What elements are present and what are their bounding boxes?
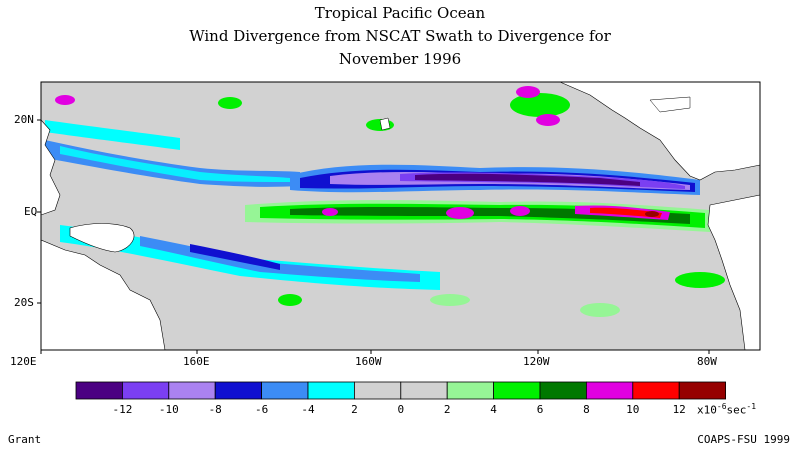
colorbar-swatch <box>214 381 262 400</box>
colorbar-swatch <box>122 381 170 400</box>
lat-label-20s: 20S <box>14 296 34 309</box>
map-title-line-3: November 1996 <box>338 50 462 68</box>
lon-label-120w: 120W <box>523 355 550 368</box>
colorbar-label: -6 <box>254 403 269 416</box>
colorbar-swatch <box>586 381 634 400</box>
colorbar-label: 2 <box>351 403 358 416</box>
colorbar <box>75 381 727 400</box>
colorbar-swatch <box>539 381 587 400</box>
colorbar-swatch <box>446 381 495 400</box>
colorbar-label: 10 <box>626 403 640 416</box>
land-masses <box>40 81 761 351</box>
lat-label-20n: 20N <box>14 113 34 126</box>
colorbar-swatch <box>261 381 309 400</box>
colorbar-swatch <box>168 381 216 400</box>
lon-label-120e: 120E <box>10 355 37 368</box>
map-title-line-2: Wind Divergence from NSCAT Swath to Dive… <box>189 27 611 45</box>
south-pacific-convergence-zone <box>60 225 440 290</box>
map-title-line-1: Tropical Pacific Ocean <box>314 4 486 22</box>
lon-label-80w: 80W <box>697 355 717 368</box>
credit-author: Grant <box>8 433 42 446</box>
colorbar-label: 0 <box>397 403 405 416</box>
northern-convergence-band <box>290 164 700 195</box>
colorbar-label: -10 <box>158 403 179 416</box>
latitude-ticks <box>37 119 41 304</box>
colorbar-swatch <box>75 381 123 400</box>
colorbar-label: -4 <box>301 403 315 416</box>
colorbar-swatch <box>307 381 355 400</box>
colorbar-label: 8 <box>583 403 590 416</box>
colorbar-swatch <box>493 381 541 400</box>
lon-label-160e: 160E <box>183 355 210 368</box>
map-frame <box>40 81 761 351</box>
lon-label-160w: 160W <box>355 355 382 368</box>
colorbar-swatch <box>632 381 680 400</box>
colorbar-label: 12 <box>672 403 686 416</box>
colorbar-label: -12 <box>112 403 133 416</box>
colorbar-swatch <box>353 381 402 400</box>
colorbar-label: -8 <box>208 403 222 416</box>
western-convergence-band <box>45 120 300 187</box>
colorbar-swatch <box>678 381 727 400</box>
colorbar-label: 2 <box>443 403 451 416</box>
equatorial-divergence-band <box>245 200 710 232</box>
lat-label-eq: EQ <box>24 205 38 218</box>
credit-organization: COAPS-FSU 1999 <box>697 433 790 446</box>
longitude-ticks <box>40 350 710 354</box>
colorbar-label: 6 <box>536 403 544 416</box>
colorbar-label: 4 <box>490 403 497 416</box>
colorbar-units: x10-6sec-1 <box>697 402 757 417</box>
colorbar-swatch <box>400 381 448 400</box>
